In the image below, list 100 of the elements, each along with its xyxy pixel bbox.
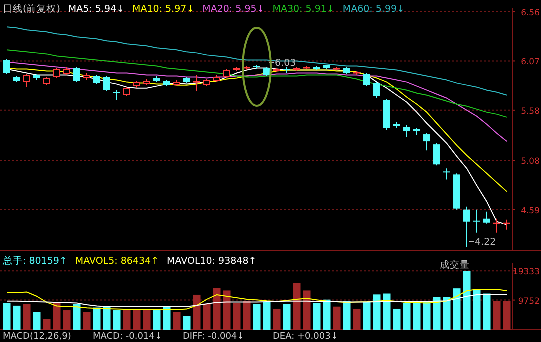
y-tick-label: 5.58	[521, 106, 540, 117]
bar	[483, 294, 491, 330]
bar	[393, 308, 401, 330]
bar	[163, 306, 171, 330]
bar	[243, 301, 251, 330]
bar	[283, 304, 291, 330]
bar	[353, 308, 361, 330]
candlestick	[124, 86, 130, 97]
y-tick-label: 6.07	[521, 58, 540, 68]
candlestick	[484, 211, 490, 224]
text: MA20: 5.95↓	[202, 4, 265, 15]
text: 总手: 80159↑	[2, 255, 68, 267]
bar	[43, 319, 51, 330]
bar	[183, 316, 191, 330]
bar	[373, 294, 381, 330]
candlestick	[364, 72, 370, 87]
candlestick	[54, 68, 60, 79]
text: MAVOL5: 86434↑	[75, 256, 160, 267]
candlestick	[94, 74, 100, 85]
text: MA5: 5.94↓	[68, 4, 124, 15]
bar	[453, 288, 461, 330]
line-series	[6, 50, 508, 118]
candlestick	[114, 90, 120, 101]
candlestick	[194, 74, 200, 92]
bar	[273, 308, 281, 330]
text: MACD(12,26,9)	[3, 332, 72, 342]
annotation: 4.22	[475, 237, 496, 248]
candlestick	[474, 209, 480, 234]
y-tick-label: 5.08	[521, 157, 540, 168]
y-tick-label: 9752	[518, 296, 540, 307]
bar	[173, 312, 181, 330]
bar	[463, 271, 471, 330]
text: MAVOL10: 93848↑	[167, 256, 257, 267]
bar	[193, 294, 201, 330]
bar	[383, 294, 391, 330]
text: MACD: -0.014↓	[93, 332, 162, 342]
y-tick-label: 6.56	[521, 8, 540, 19]
bar	[473, 289, 481, 330]
text: DIFF: -0.004↓	[183, 332, 245, 342]
bar	[293, 283, 301, 330]
candlestick	[284, 66, 290, 74]
candlestick	[494, 218, 500, 234]
bar	[133, 310, 141, 330]
bar	[233, 303, 241, 330]
bar	[503, 301, 511, 330]
y-tick-label: 19333	[512, 268, 540, 278]
y-tick-label: 4.59	[521, 206, 540, 216]
bar	[403, 303, 411, 330]
bar	[23, 304, 31, 330]
bar	[3, 304, 11, 330]
candlestick	[504, 219, 510, 230]
bar	[83, 312, 91, 330]
text: MA60: 5.99↓	[342, 4, 405, 15]
bar	[203, 304, 211, 330]
bar	[493, 301, 501, 330]
bar	[63, 310, 71, 330]
candlestick	[444, 168, 450, 180]
text: DEA: +0.003↓	[273, 332, 338, 342]
bar	[143, 310, 151, 330]
line-series	[6, 289, 508, 310]
candlestick	[224, 68, 230, 79]
annotation: 成交量	[440, 259, 470, 271]
candlestick	[104, 76, 110, 92]
bar	[113, 310, 121, 330]
bar	[53, 303, 61, 330]
candlestick	[424, 133, 430, 152]
bar	[433, 297, 441, 330]
bar	[73, 304, 81, 330]
bar	[363, 302, 371, 330]
bar	[323, 300, 331, 330]
text: MA10: 5.97↓	[132, 4, 195, 15]
candlestick	[4, 58, 10, 75]
bar	[13, 306, 21, 330]
bar	[423, 302, 431, 330]
chart-subtitle: 日线(前复权)	[3, 3, 60, 15]
bar	[303, 290, 311, 330]
bar	[103, 306, 111, 330]
bar	[153, 310, 161, 330]
bar	[123, 310, 131, 330]
bar	[443, 297, 451, 330]
bar	[223, 290, 231, 330]
candlestick	[24, 74, 30, 88]
bar	[333, 306, 341, 330]
bar	[253, 304, 261, 330]
candlestick	[374, 82, 380, 99]
bar	[93, 308, 101, 330]
bar	[33, 312, 41, 330]
bar	[413, 302, 421, 330]
bar	[213, 288, 221, 330]
text: MA30: 5.91↓	[272, 4, 335, 15]
bar	[343, 301, 351, 330]
annotation: 6.03	[275, 58, 296, 69]
candlestick	[404, 124, 410, 138]
line-series	[6, 26, 508, 96]
line-series	[6, 294, 508, 308]
candlestick	[74, 66, 80, 83]
bar	[263, 302, 271, 330]
candlestick	[264, 66, 270, 77]
bar	[313, 303, 321, 330]
candlestick	[434, 143, 440, 166]
